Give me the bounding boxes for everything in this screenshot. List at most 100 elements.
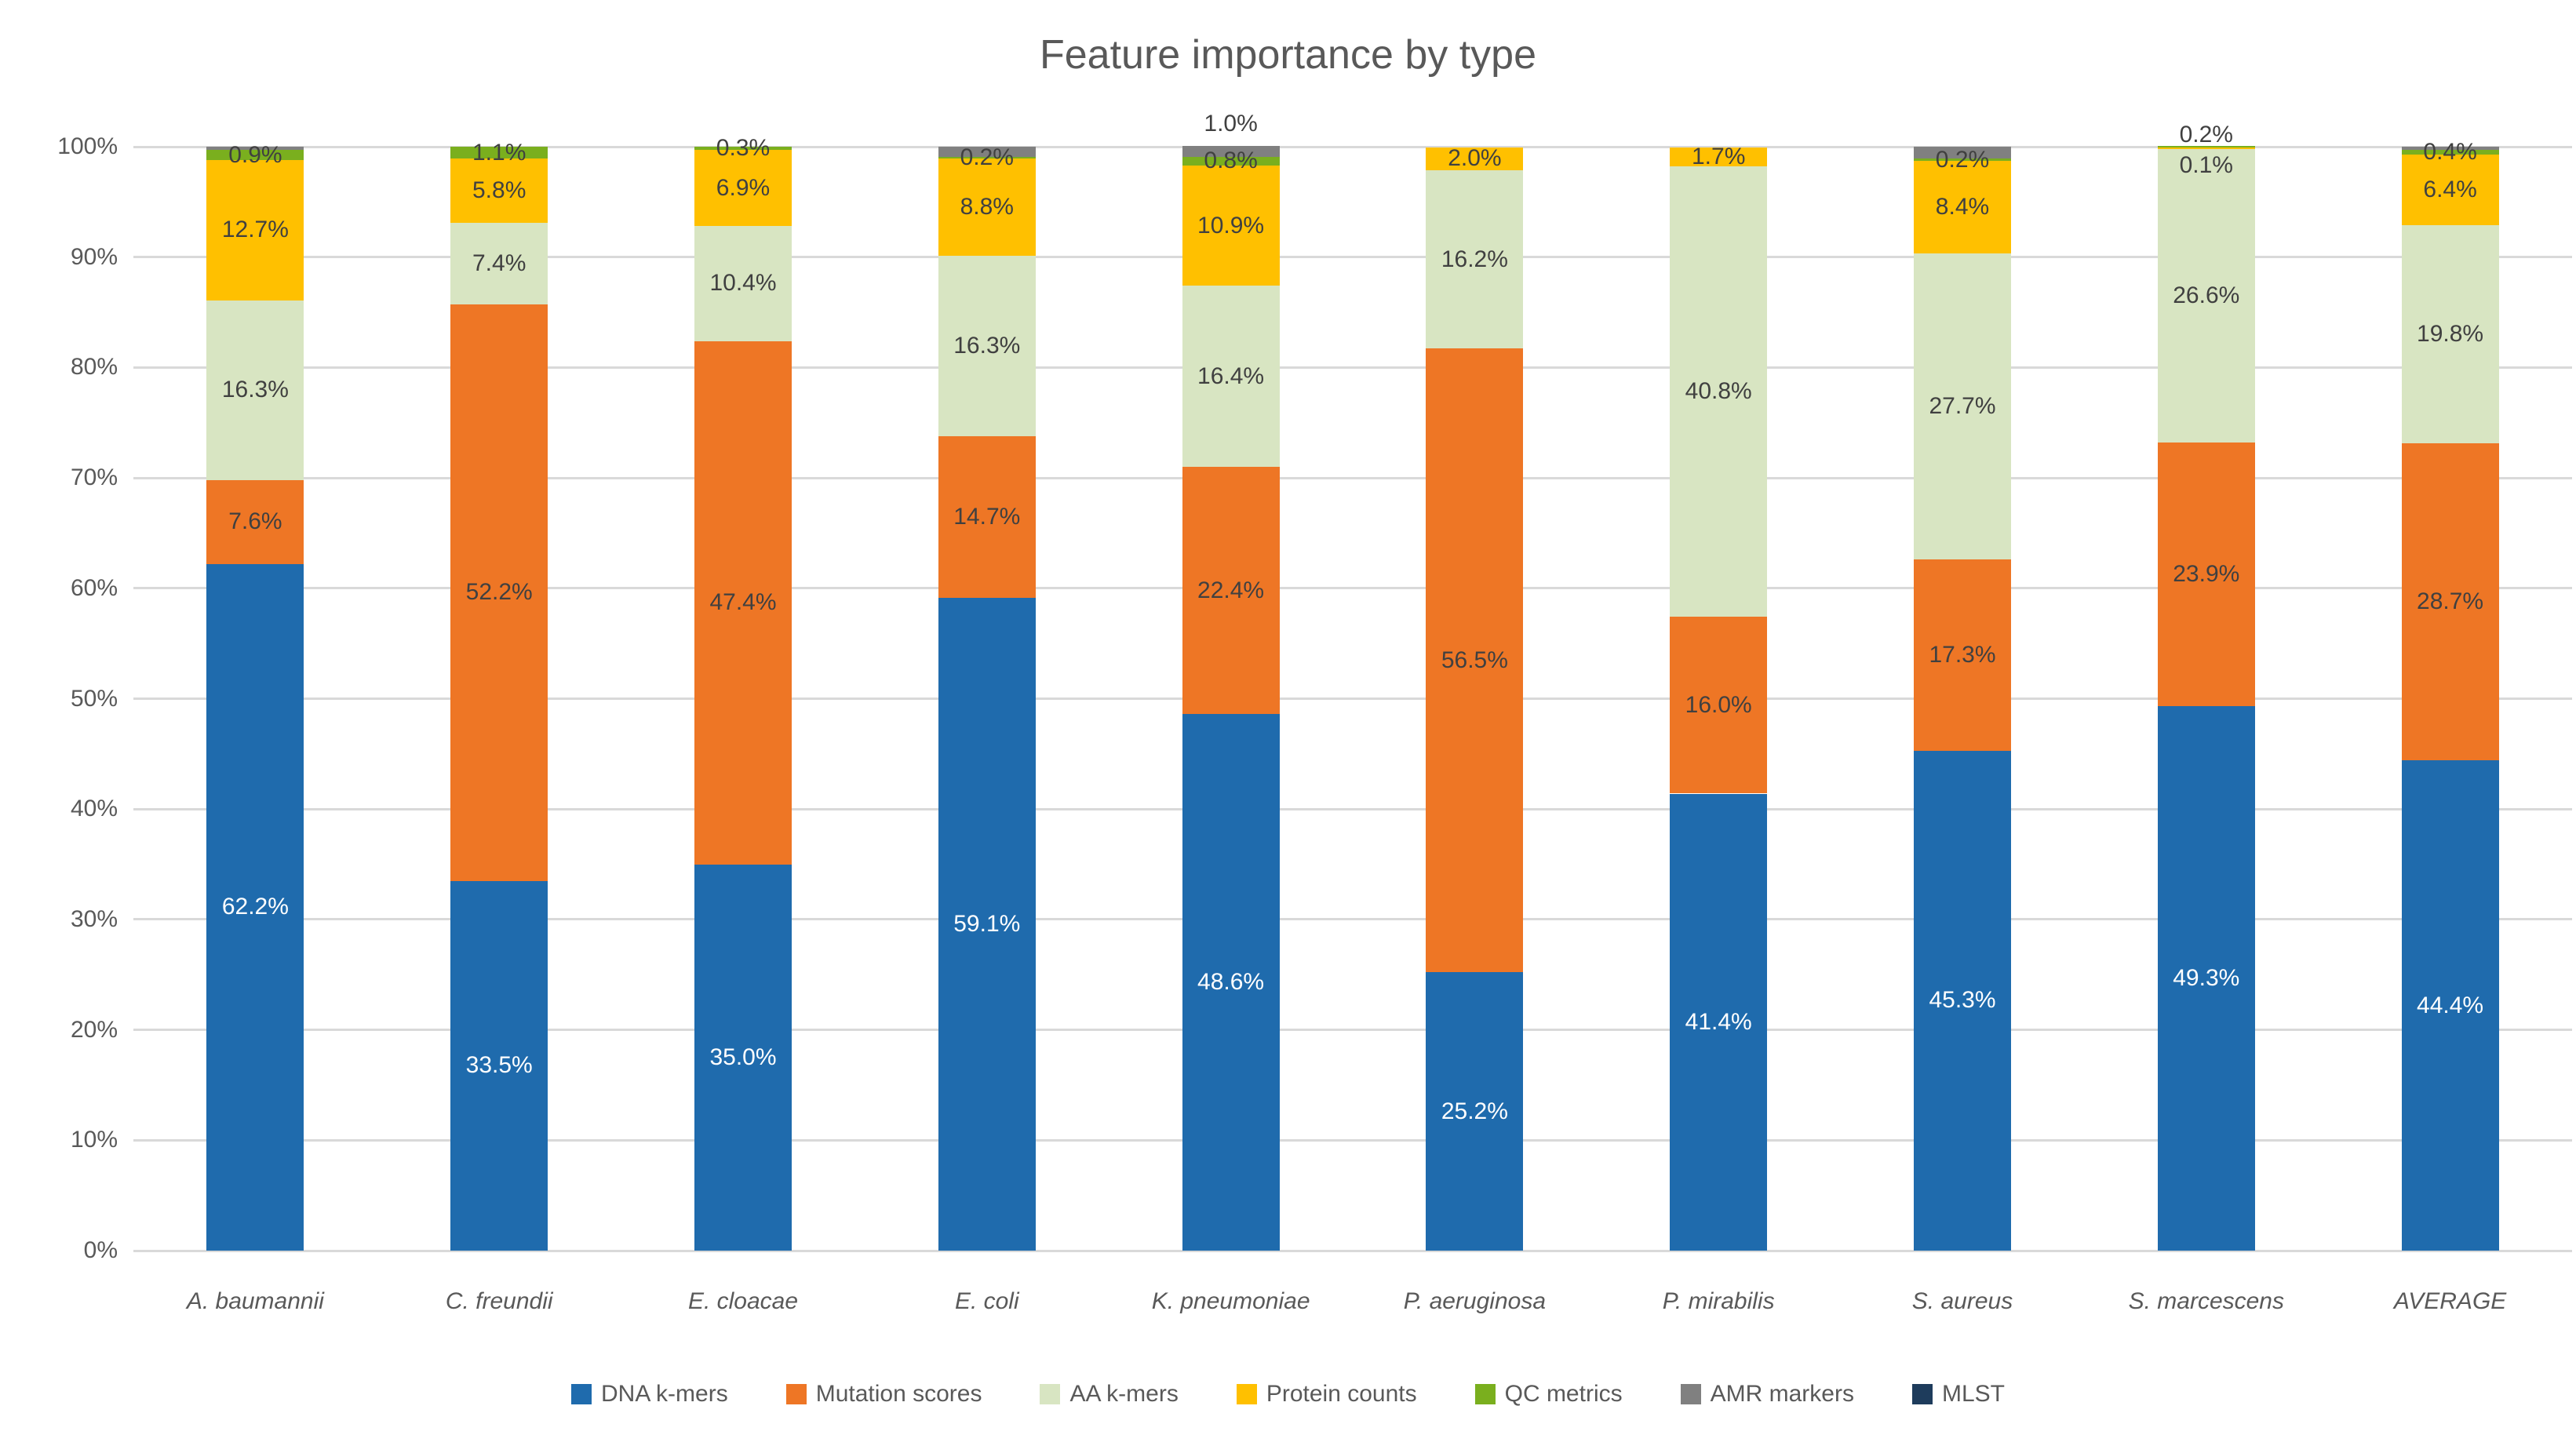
legend-swatch bbox=[1680, 1384, 1701, 1404]
bar-segment bbox=[206, 479, 304, 564]
bar-segment bbox=[206, 563, 304, 1251]
data-label: 23.9% bbox=[2173, 561, 2240, 588]
bar-segment bbox=[938, 256, 1036, 436]
data-label: 45.3% bbox=[1929, 987, 1996, 1014]
legend-label: MLST bbox=[1941, 1381, 2005, 1407]
data-label: 7.6% bbox=[228, 508, 282, 535]
bar-segment bbox=[2401, 147, 2499, 151]
bar-segment bbox=[1426, 148, 1524, 170]
legend-label: DNA k-mers bbox=[601, 1381, 728, 1407]
data-label: 1.7% bbox=[1691, 144, 1746, 170]
gridline bbox=[133, 807, 2572, 810]
bar-segment bbox=[1182, 165, 1280, 286]
legend-label: Mutation scores bbox=[815, 1381, 982, 1407]
y-axis-tick-label: 70% bbox=[70, 464, 118, 491]
data-label: 5.8% bbox=[472, 177, 526, 204]
bar-segment bbox=[206, 159, 304, 300]
gridline bbox=[133, 697, 2572, 700]
bar-segment bbox=[2401, 443, 2499, 761]
bar-segment bbox=[2401, 154, 2499, 225]
legend-item: MLST bbox=[1911, 1381, 2005, 1408]
data-label: 0.8% bbox=[1204, 148, 1258, 174]
bar-segment bbox=[2401, 150, 2499, 155]
data-label: 25.2% bbox=[1441, 1098, 1508, 1124]
data-label: 14.7% bbox=[953, 504, 1021, 530]
bar-segment bbox=[1426, 348, 1524, 973]
data-label: 48.6% bbox=[1197, 969, 1265, 996]
data-label: 41.4% bbox=[1685, 1008, 1752, 1035]
data-label: 8.4% bbox=[1935, 194, 1990, 220]
gridline bbox=[133, 1249, 2572, 1252]
data-label: 59.1% bbox=[953, 911, 1021, 938]
bar-segment bbox=[450, 304, 548, 881]
legend-item: Protein counts bbox=[1236, 1381, 1417, 1408]
data-label: 10.4% bbox=[709, 270, 777, 297]
bar-segment bbox=[1670, 166, 1768, 617]
bar-segment bbox=[694, 150, 792, 227]
legend-swatch bbox=[571, 1384, 592, 1404]
y-axis-tick-label: 0% bbox=[83, 1237, 118, 1263]
data-label: 62.2% bbox=[221, 894, 289, 920]
data-label: 6.4% bbox=[2423, 176, 2477, 202]
data-label: 0.2% bbox=[2179, 121, 2233, 148]
legend-item: QC metrics bbox=[1474, 1381, 1623, 1408]
legend-swatch bbox=[1474, 1384, 1496, 1404]
data-label: 33.5% bbox=[465, 1052, 533, 1079]
data-label: 1.0% bbox=[1204, 110, 1258, 137]
gridline bbox=[133, 256, 2572, 259]
bar-segment bbox=[938, 156, 1036, 159]
data-label: 27.7% bbox=[1929, 393, 1996, 420]
bar-segment bbox=[694, 341, 792, 865]
legend-swatch bbox=[785, 1384, 807, 1404]
data-label: 7.4% bbox=[472, 250, 526, 277]
x-axis-category-label: E. cloacae bbox=[687, 1288, 799, 1314]
bar-segment bbox=[1426, 972, 1524, 1251]
legend-item: AA k-mers bbox=[1040, 1381, 1179, 1408]
chart-title: Feature importance by type bbox=[1040, 32, 1536, 78]
data-label: 10.9% bbox=[1197, 212, 1265, 239]
bar-segment bbox=[1670, 617, 1768, 794]
legend-item: DNA k-mers bbox=[571, 1381, 728, 1408]
bar-segment bbox=[938, 435, 1036, 599]
x-axis-category-label: A. baumannii bbox=[186, 1288, 324, 1314]
data-label: 12.7% bbox=[221, 217, 289, 243]
data-label: 16.3% bbox=[221, 377, 289, 403]
gridline bbox=[133, 476, 2572, 479]
bar-segment bbox=[450, 158, 548, 224]
y-axis-tick-label: 10% bbox=[70, 1127, 118, 1153]
bar-segment bbox=[694, 226, 792, 341]
y-axis-tick-label: 90% bbox=[70, 243, 118, 270]
data-label: 8.8% bbox=[960, 194, 1014, 220]
legend-item: Mutation scores bbox=[785, 1381, 982, 1408]
legend-swatch bbox=[1040, 1384, 1061, 1404]
bar-segment bbox=[450, 147, 548, 159]
gridline bbox=[133, 1138, 2572, 1142]
data-label: 16.2% bbox=[1441, 246, 1508, 272]
bar-segment bbox=[938, 598, 1036, 1251]
y-axis-tick-label: 30% bbox=[70, 905, 118, 932]
bar-segment bbox=[206, 300, 304, 480]
data-label: 47.4% bbox=[709, 589, 777, 616]
data-label: 1.1% bbox=[472, 139, 526, 166]
x-axis-category-label: C. freundii bbox=[445, 1288, 553, 1314]
y-axis-tick-label: 20% bbox=[70, 1016, 118, 1043]
bar-segment bbox=[1182, 145, 1280, 157]
data-label: 0.4% bbox=[2423, 139, 2477, 166]
data-label: 28.7% bbox=[2417, 588, 2484, 615]
gridline bbox=[133, 587, 2572, 590]
data-label: 35.0% bbox=[709, 1043, 777, 1070]
bar-segment bbox=[1182, 714, 1280, 1251]
gridline bbox=[133, 366, 2572, 369]
data-label: 6.9% bbox=[716, 174, 771, 201]
bar-segment bbox=[938, 147, 1036, 157]
gridline bbox=[133, 918, 2572, 921]
x-axis-category-label: E. coli bbox=[954, 1288, 1019, 1314]
data-label: 16.4% bbox=[1197, 362, 1265, 389]
legend-item: AMR markers bbox=[1680, 1381, 1854, 1408]
legend-swatch bbox=[1911, 1384, 1933, 1404]
bar-segment bbox=[1670, 148, 1768, 167]
data-label: 16.3% bbox=[953, 332, 1021, 359]
data-label: 19.8% bbox=[2417, 321, 2484, 348]
bar-segment bbox=[2157, 706, 2255, 1251]
x-axis-category-label: S. marcescens bbox=[2128, 1288, 2284, 1314]
